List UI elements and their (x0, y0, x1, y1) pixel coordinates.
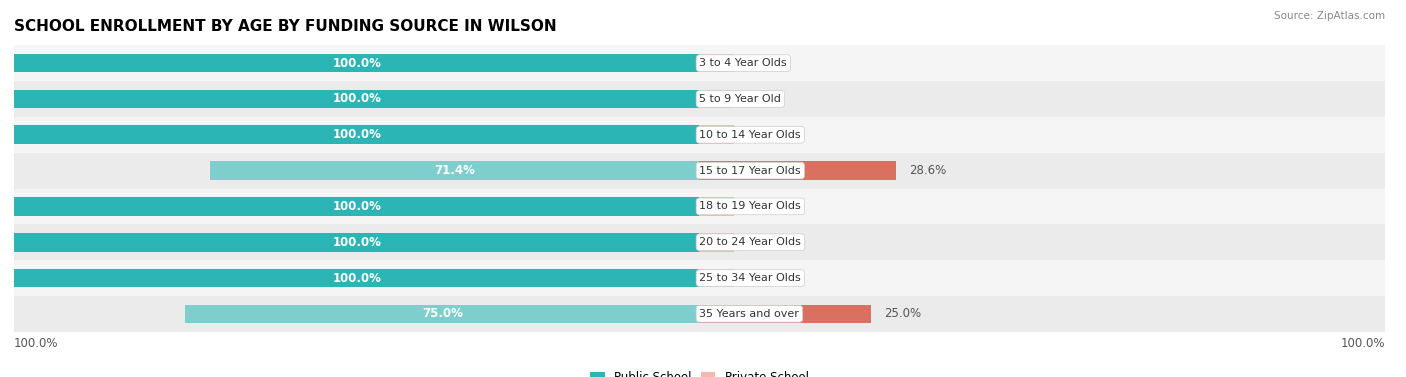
Text: 28.6%: 28.6% (910, 164, 946, 177)
Text: 100.0%: 100.0% (332, 128, 381, 141)
Bar (700, 197, 734, 216)
Bar (700, 90, 734, 108)
Bar (14, 233, 700, 251)
Bar (700, 126, 734, 144)
Bar (14, 197, 700, 216)
Text: 100.0%: 100.0% (332, 57, 381, 70)
Bar (700, 161, 896, 180)
Bar (14, 269, 700, 287)
Bar (14, 188, 1385, 224)
Bar (700, 305, 870, 323)
Text: 100.0%: 100.0% (1340, 337, 1385, 350)
Bar (209, 161, 700, 180)
Bar (14, 81, 1385, 117)
Bar (700, 54, 734, 72)
Text: 0.0%: 0.0% (748, 200, 778, 213)
Bar (700, 233, 734, 251)
Bar (14, 117, 1385, 153)
Text: 100.0%: 100.0% (332, 200, 381, 213)
Bar (14, 260, 1385, 296)
Text: 10 to 14 Year Olds: 10 to 14 Year Olds (700, 130, 801, 140)
Text: 0.0%: 0.0% (748, 92, 778, 106)
Text: 0.0%: 0.0% (748, 128, 778, 141)
Text: 0.0%: 0.0% (748, 271, 778, 285)
Text: 100.0%: 100.0% (14, 337, 59, 350)
Bar (14, 45, 1385, 81)
Bar (14, 224, 1385, 260)
Bar (14, 153, 1385, 188)
Text: 100.0%: 100.0% (332, 92, 381, 106)
Text: 100.0%: 100.0% (332, 271, 381, 285)
Bar (14, 90, 700, 108)
Bar (14, 296, 1385, 332)
Text: 0.0%: 0.0% (748, 236, 778, 249)
Text: 3 to 4 Year Olds: 3 to 4 Year Olds (700, 58, 787, 68)
Text: 20 to 24 Year Olds: 20 to 24 Year Olds (700, 237, 801, 247)
Text: 25.0%: 25.0% (884, 307, 922, 320)
Bar (186, 305, 700, 323)
Text: 0.0%: 0.0% (748, 57, 778, 70)
Text: 15 to 17 Year Olds: 15 to 17 Year Olds (700, 166, 801, 176)
Text: 18 to 19 Year Olds: 18 to 19 Year Olds (700, 201, 801, 211)
Text: SCHOOL ENROLLMENT BY AGE BY FUNDING SOURCE IN WILSON: SCHOOL ENROLLMENT BY AGE BY FUNDING SOUR… (14, 19, 557, 34)
Text: 25 to 34 Year Olds: 25 to 34 Year Olds (700, 273, 801, 283)
Text: 5 to 9 Year Old: 5 to 9 Year Old (700, 94, 782, 104)
Text: 71.4%: 71.4% (434, 164, 475, 177)
Text: 100.0%: 100.0% (332, 236, 381, 249)
Bar (700, 269, 734, 287)
Text: Source: ZipAtlas.com: Source: ZipAtlas.com (1274, 11, 1385, 21)
Text: 75.0%: 75.0% (422, 307, 463, 320)
Text: 35 Years and over: 35 Years and over (700, 309, 800, 319)
Bar (14, 54, 700, 72)
Legend: Public School, Private School: Public School, Private School (586, 366, 813, 377)
Bar (14, 126, 700, 144)
